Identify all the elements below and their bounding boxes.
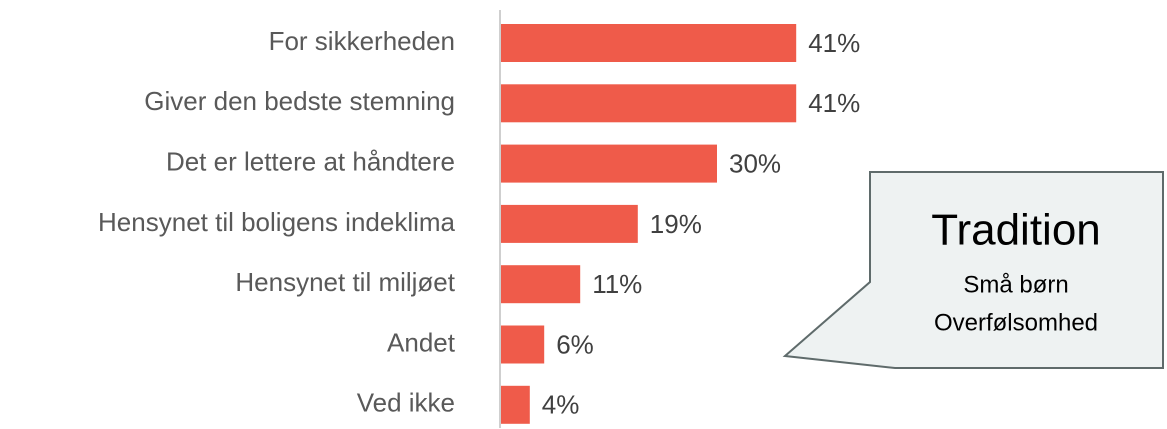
- callout-title: Tradition: [931, 206, 1101, 255]
- bar: [501, 325, 545, 364]
- bar: [501, 265, 581, 304]
- category-label: Giver den bedste stemning: [144, 86, 455, 116]
- category-label: Det er lettere at håndtere: [166, 146, 455, 176]
- category-label: Hensynet til miljøet: [235, 267, 455, 297]
- value-label: 41%: [808, 88, 860, 118]
- bar: [501, 204, 638, 243]
- callout-box: [782, 171, 1164, 369]
- category-label: Andet: [387, 327, 456, 357]
- category-label: For sikkerheden: [269, 26, 455, 56]
- bar: [501, 24, 797, 62]
- category-label: Ved ikke: [357, 388, 455, 418]
- callout-text: Små børn: [963, 271, 1068, 298]
- value-label: 11%: [592, 269, 642, 299]
- callout-text: Overfølsomhed: [934, 309, 1098, 336]
- value-label: 19%: [650, 209, 702, 239]
- bar: [501, 385, 530, 424]
- value-label: 41%: [808, 28, 860, 58]
- value-label: 30%: [729, 148, 781, 178]
- category-label: Hensynet til boligens indeklima: [98, 207, 456, 237]
- value-label: 6%: [556, 329, 594, 359]
- bar: [501, 84, 797, 123]
- value-label: 4%: [542, 390, 580, 420]
- bar: [501, 144, 717, 183]
